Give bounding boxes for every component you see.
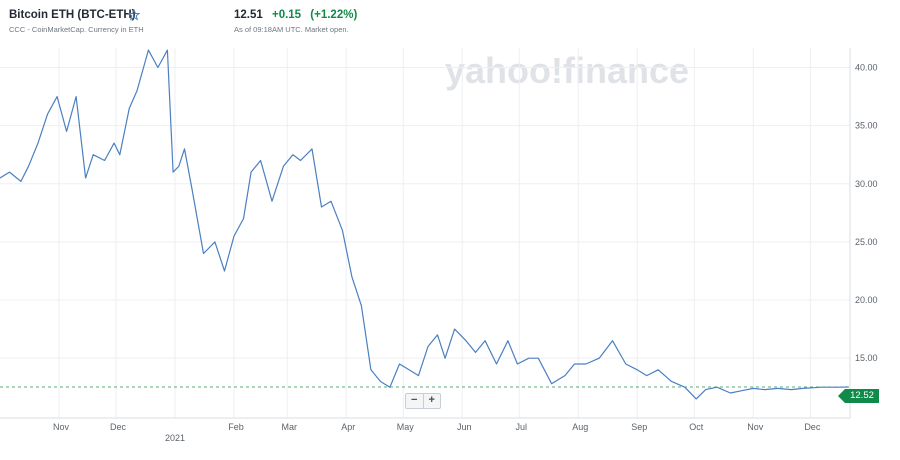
x-tick-label: Jul — [516, 422, 528, 432]
x-tick-label: Dec — [110, 422, 127, 432]
price-series-line — [0, 49, 849, 400]
watchlist-star-icon[interactable] — [127, 8, 141, 26]
y-tick-label: 30.00 — [855, 179, 878, 189]
yahoo-finance-watermark: yahoo!finance — [445, 50, 689, 91]
as-of-timestamp: As of 09:18AM UTC. Market open. — [234, 25, 349, 34]
x-tick-label: Dec — [804, 422, 821, 432]
x-tick-label: Nov — [53, 422, 70, 432]
y-tick-label: 40.00 — [855, 63, 878, 73]
x-tick-label: Mar — [281, 422, 297, 432]
zoom-controls: − + — [405, 393, 441, 409]
y-tick-label: 35.00 — [855, 121, 878, 131]
x-tick-label: Apr — [341, 422, 355, 432]
current-price: 12.51 — [234, 9, 263, 21]
x-tick-label: Oct — [689, 422, 704, 432]
x-tick-label: Feb — [228, 422, 244, 432]
x-tick-label: Nov — [747, 422, 764, 432]
x-tick-label: Sep — [631, 422, 647, 432]
y-tick-label: 15.00 — [855, 353, 878, 363]
price-change: +0.15 — [271, 9, 302, 21]
y-tick-label: 20.00 — [855, 295, 878, 305]
current-price-tag: 12.52 — [838, 389, 879, 403]
zoom-in-button[interactable]: + — [428, 394, 435, 406]
symbol-title: Bitcoin ETH (BTC-ETH) — [9, 9, 136, 21]
x-tick-label: Aug — [572, 422, 588, 432]
price-change-percent: (+1.22%) — [310, 9, 358, 21]
x-tick-label: May — [397, 422, 415, 432]
zoom-out-button[interactable]: − — [406, 394, 424, 408]
quote-header: Bitcoin ETH (BTC-ETH) CCC - CoinMarketCa… — [0, 0, 900, 40]
x-tick-label: Jun — [457, 422, 472, 432]
year-label: 2021 — [165, 433, 185, 443]
y-tick-label: 25.00 — [855, 237, 878, 247]
price-row: 12.51 +0.15 (+1.22%) — [234, 9, 357, 21]
data-source-label: CCC - CoinMarketCap. Currency in ETH — [9, 25, 144, 34]
